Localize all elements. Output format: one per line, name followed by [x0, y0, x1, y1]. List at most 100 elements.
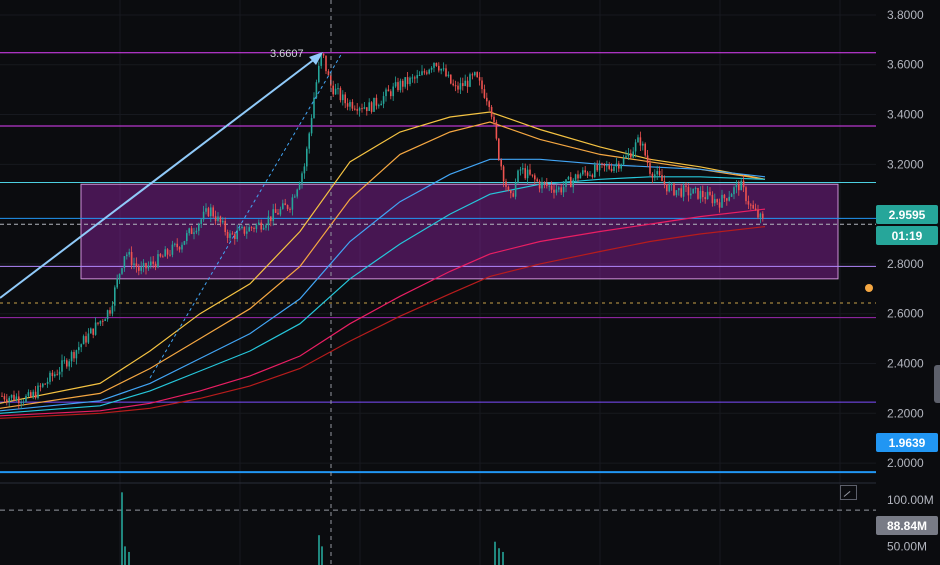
candle-body: [181, 244, 183, 250]
price-tick-label: 2.0000: [887, 456, 924, 470]
candle-body: [154, 263, 157, 268]
candle-body: [111, 305, 114, 314]
alert-dot[interactable]: [865, 284, 873, 292]
expand-icon[interactable]: [840, 485, 857, 500]
candle-body: [411, 77, 414, 79]
candle-body: [282, 203, 284, 209]
price-axis[interactable]: 3.8000 3.6000 3.4000 3.2000 2.8000 2.6000 2.40…: [887, 8, 934, 553]
candle-body: [198, 224, 200, 231]
candle-body: [265, 225, 267, 228]
candle-body: [236, 230, 238, 239]
candle-body: [459, 83, 462, 90]
price-tick-label: 3.2000: [887, 157, 924, 171]
candle-body: [416, 75, 418, 79]
candle-body: [140, 267, 142, 271]
candle-body: [586, 172, 589, 176]
candle-body: [685, 185, 687, 187]
candle-body: [169, 254, 171, 256]
candle-body: [44, 383, 46, 385]
candle-body: [351, 101, 354, 109]
candle-body: [730, 194, 733, 197]
candle-body: [697, 188, 699, 199]
candle-body: [519, 169, 522, 171]
candle-body: [680, 188, 682, 197]
candle-body: [332, 85, 334, 95]
candle-body: [222, 220, 224, 223]
candle-body: [229, 233, 231, 238]
price-tick-label: 2.6000: [887, 307, 924, 321]
candle-body: [613, 166, 615, 171]
candle-body: [3, 396, 6, 400]
candle-body: [354, 108, 356, 110]
support-level-label: 1.9639: [889, 436, 926, 450]
candle-body: [382, 96, 385, 104]
candle-body: [200, 219, 202, 225]
candle-body: [709, 191, 711, 195]
candle-body: [75, 350, 78, 359]
candle-body: [6, 399, 8, 402]
candle-body: [529, 169, 531, 175]
candle-body: [260, 222, 262, 230]
trend-dashed-line: [149, 52, 343, 379]
moving-average-line: [0, 121, 766, 409]
candle-body: [66, 360, 68, 367]
candle-body: [522, 168, 524, 170]
candle-body: [363, 107, 366, 109]
candle-body: [526, 169, 529, 179]
candle-body: [589, 174, 591, 176]
candle-body: [322, 53, 325, 56]
candle-body: [486, 97, 488, 102]
countdown-badge: [876, 226, 938, 245]
candle-body: [286, 205, 289, 209]
candle-body: [699, 190, 702, 199]
scale-drag-handle[interactable]: [934, 365, 940, 403]
candle-body: [303, 166, 306, 174]
candle-body: [666, 184, 668, 192]
candle-body: [176, 243, 178, 248]
candle-body: [471, 74, 474, 76]
candle-body: [246, 231, 248, 234]
candles: [1, 53, 764, 410]
candle-body: [440, 68, 442, 71]
candle-body: [116, 278, 118, 288]
candle-body: [166, 249, 169, 255]
candle-body: [37, 385, 39, 399]
candle-body: [637, 137, 639, 143]
candle-body: [368, 102, 370, 111]
candle-body: [188, 228, 190, 234]
candle-body: [565, 179, 567, 187]
candle-body: [375, 97, 378, 106]
candle-body: [22, 401, 25, 403]
candle-body: [46, 381, 49, 384]
volume-bar: [128, 551, 130, 565]
candle-body: [193, 232, 195, 234]
candle-body: [524, 168, 526, 179]
candle-body: [733, 187, 735, 195]
candle-body: [10, 394, 13, 398]
price-tick-label: 3.8000: [887, 8, 924, 22]
candle-body: [294, 196, 296, 198]
candle-body: [92, 328, 94, 335]
candle-body: [615, 163, 618, 167]
candle-body: [433, 62, 435, 68]
candle-body: [752, 205, 754, 209]
candle-body: [536, 179, 538, 182]
candle-body: [426, 72, 428, 74]
candle-body: [291, 197, 294, 210]
candle-body: [380, 103, 382, 106]
candle-body: [214, 216, 217, 222]
candle-body: [385, 89, 387, 97]
volume-tick-label: 100.00M: [887, 493, 934, 507]
candle-body: [452, 83, 454, 86]
candle-body: [483, 89, 486, 98]
volume-level-badge: [876, 516, 938, 535]
candle-body: [320, 53, 322, 66]
candle-body: [104, 319, 106, 322]
candle-body: [207, 208, 210, 217]
candle-body: [435, 62, 438, 66]
candle-body: [123, 256, 126, 269]
candle-body: [618, 163, 620, 169]
candle-body: [404, 77, 406, 87]
candle-body: [594, 164, 596, 178]
